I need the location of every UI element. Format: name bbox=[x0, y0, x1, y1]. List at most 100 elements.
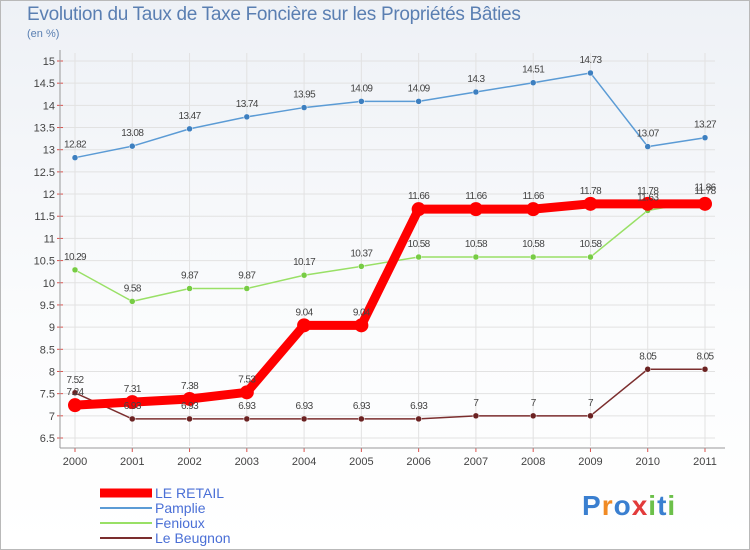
x-tick-label: 2000 bbox=[63, 456, 87, 468]
x-tick-label: 2008 bbox=[521, 456, 545, 468]
data-point bbox=[71, 389, 79, 397]
data-label: 11.66 bbox=[465, 191, 487, 202]
data-point bbox=[644, 143, 651, 150]
data-label: 11.78 bbox=[694, 186, 716, 197]
data-point bbox=[468, 202, 483, 217]
x-tick-label: 2002 bbox=[177, 456, 201, 468]
series-line-fenioux bbox=[74, 199, 706, 303]
data-label: 7.38 bbox=[181, 381, 199, 392]
data-label: 6.93 bbox=[238, 401, 256, 412]
logo-letter: i bbox=[648, 490, 658, 521]
legend-label: Pamplie bbox=[155, 500, 206, 516]
data-label: 14.73 bbox=[579, 55, 602, 66]
data-label: 6.93 bbox=[353, 401, 371, 412]
data-point bbox=[644, 366, 651, 373]
data-label: 6.93 bbox=[410, 401, 428, 412]
data-label: 10.17 bbox=[293, 257, 316, 268]
data-label: 7 bbox=[588, 398, 594, 409]
data-point bbox=[526, 202, 541, 217]
data-label: 14.09 bbox=[350, 83, 373, 94]
data-label: 13.27 bbox=[694, 120, 717, 131]
logo-letter: x bbox=[631, 490, 649, 521]
x-tick-label: 2007 bbox=[464, 456, 488, 468]
data-point bbox=[587, 69, 594, 77]
y-tick-label: 6.5 bbox=[40, 433, 55, 445]
data-label: 9.87 bbox=[238, 271, 256, 282]
x-tick-label: 2005 bbox=[349, 456, 373, 468]
data-label: 7.24 bbox=[66, 387, 84, 398]
data-label: 8.05 bbox=[696, 351, 714, 362]
data-point bbox=[587, 412, 594, 420]
data-point bbox=[243, 415, 251, 423]
x-tick-label: 2004 bbox=[292, 456, 316, 468]
data-point bbox=[698, 196, 712, 211]
data-label: 10.58 bbox=[579, 239, 602, 250]
data-label: 13.08 bbox=[121, 128, 144, 139]
data-point bbox=[415, 415, 422, 423]
data-point bbox=[583, 196, 598, 211]
data-point bbox=[300, 415, 308, 423]
data-label: 10.58 bbox=[522, 239, 545, 250]
data-point bbox=[358, 98, 365, 105]
data-point bbox=[701, 134, 709, 141]
data-label: 7.52 bbox=[66, 375, 84, 386]
series-line-le-beugnon bbox=[74, 368, 706, 420]
data-point bbox=[529, 253, 537, 261]
data-label: 11.78 bbox=[637, 186, 659, 197]
logo-letter: o bbox=[613, 490, 632, 521]
data-label: 6.93 bbox=[296, 401, 314, 412]
data-point bbox=[472, 253, 480, 261]
data-label: 14.51 bbox=[522, 65, 545, 76]
data-label: 10.58 bbox=[465, 239, 488, 250]
x-tick-label: 2011 bbox=[693, 456, 717, 468]
data-label: 13.07 bbox=[637, 129, 660, 140]
data-point bbox=[358, 263, 365, 270]
data-point bbox=[529, 79, 537, 86]
x-tick-label: 2003 bbox=[235, 456, 259, 468]
data-label: 11.66 bbox=[408, 191, 430, 202]
data-point bbox=[640, 196, 655, 211]
data-point bbox=[300, 271, 308, 279]
chart-title: Evolution du Taux de Taxe Foncière sur l… bbox=[27, 4, 521, 25]
y-tick-label: 12.5 bbox=[34, 167, 55, 179]
data-label: 9.04 bbox=[296, 307, 314, 318]
data-label: 7.31 bbox=[124, 384, 142, 395]
y-tick-label: 10.5 bbox=[34, 256, 55, 268]
y-tick-label: 14.5 bbox=[34, 78, 55, 90]
series-line-pamplie bbox=[74, 72, 706, 159]
y-tick-label: 14 bbox=[43, 100, 55, 112]
data-point bbox=[243, 113, 251, 121]
data-point bbox=[297, 318, 312, 333]
data-point bbox=[182, 391, 197, 406]
y-tick-label: 13 bbox=[43, 145, 55, 157]
data-point bbox=[472, 412, 480, 420]
data-point bbox=[701, 366, 709, 373]
y-tick-label: 11.5 bbox=[34, 211, 55, 223]
data-label: 8.05 bbox=[639, 351, 657, 362]
y-tick-label: 7 bbox=[49, 411, 55, 423]
data-point bbox=[239, 385, 254, 400]
y-tick-label: 8 bbox=[49, 366, 55, 378]
data-point bbox=[354, 318, 369, 333]
data-label: 10.37 bbox=[350, 248, 373, 259]
logo-letter: t bbox=[657, 490, 668, 521]
y-tick-label: 13.5 bbox=[34, 123, 55, 135]
y-tick-label: 8.5 bbox=[40, 344, 55, 356]
x-tick-label: 2010 bbox=[635, 456, 659, 468]
data-label: 11.63 bbox=[637, 192, 659, 203]
data-point bbox=[71, 266, 79, 274]
legend-label: Fenioux bbox=[155, 515, 205, 531]
logo-letter: i bbox=[667, 490, 677, 521]
y-tick-label: 7.5 bbox=[40, 389, 55, 401]
data-label: 14.09 bbox=[408, 83, 431, 94]
data-point bbox=[472, 88, 480, 96]
data-point bbox=[186, 125, 193, 133]
x-tick-label: 2006 bbox=[406, 456, 430, 468]
data-label: 9.87 bbox=[181, 271, 199, 282]
x-tick-label: 2001 bbox=[120, 456, 144, 468]
data-point bbox=[129, 415, 136, 423]
y-tick-label: 12 bbox=[43, 189, 55, 201]
data-label: 7 bbox=[473, 398, 479, 409]
data-label: 11.78 bbox=[580, 186, 602, 197]
data-label: 9.04 bbox=[353, 307, 371, 318]
